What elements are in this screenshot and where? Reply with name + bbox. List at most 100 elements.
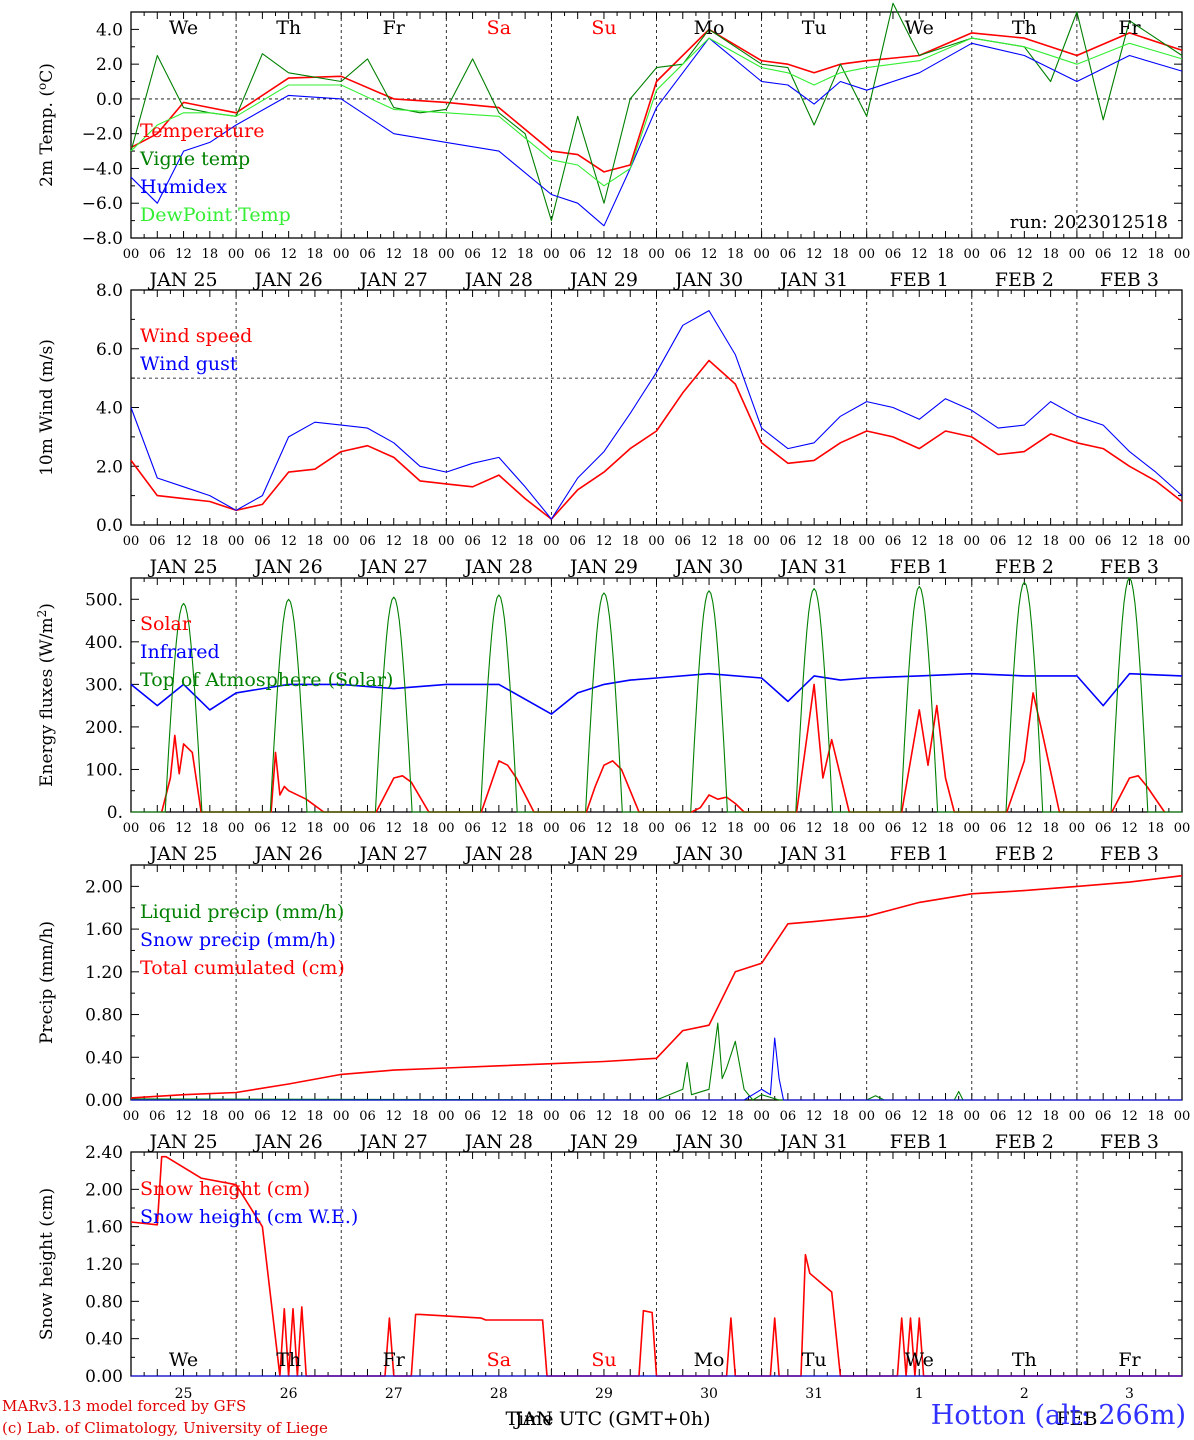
x-date-label: JAN 31: [778, 843, 848, 865]
x-date-label: JAN 26: [253, 1131, 323, 1153]
y-tick-label: −6.0: [82, 194, 123, 214]
x-hour-label: 06: [149, 821, 166, 836]
day-number-label: 26: [280, 1386, 298, 1402]
x-hour-label: 12: [280, 247, 297, 262]
x-hour-label: 00: [964, 247, 981, 262]
y-tick-label: 4.0: [96, 20, 123, 40]
x-hour-label: 00: [543, 247, 560, 262]
x-hour-label: 18: [727, 1109, 744, 1124]
credit-line-1: MARv3.13 model forced by GFS: [2, 1397, 247, 1415]
x-hour-label: 12: [175, 821, 192, 836]
x-date-label: JAN 26: [253, 556, 323, 578]
weekday-label-top: Mo: [694, 17, 725, 39]
x-hour-label: 12: [596, 821, 613, 836]
x-hour-label: 12: [175, 1109, 192, 1124]
x-hour-label: 18: [727, 821, 744, 836]
x-hour-label: 06: [464, 247, 481, 262]
y-tick-label: −8.0: [82, 229, 123, 249]
x-hour-label: 18: [307, 534, 324, 549]
station-label: Hotton (alt: 266m): [930, 1400, 1186, 1431]
x-hour-label: 12: [491, 821, 508, 836]
x-hour-label: 00: [1174, 1109, 1191, 1124]
y-tick-label: 0.80: [85, 1292, 123, 1312]
x-date-label: JAN 29: [568, 1131, 638, 1153]
weekday-label-bottom: Fr: [1118, 1349, 1141, 1371]
y-tick-label: 2.0: [96, 55, 123, 75]
x-date-label: JAN 30: [673, 843, 743, 865]
x-date-label: JAN 31: [778, 1131, 848, 1153]
x-hour-label: 12: [280, 534, 297, 549]
y-tick-label: 0.: [107, 803, 123, 823]
bottom-axis-month2: FEB: [1056, 1408, 1097, 1430]
x-hour-label: 00: [438, 247, 455, 262]
x-hour-label: 06: [569, 1109, 586, 1124]
series-solar: [160, 683, 1166, 813]
x-hour-label: 06: [780, 247, 797, 262]
day-number-label: 30: [700, 1386, 718, 1402]
x-hour-label: 18: [1147, 821, 1164, 836]
x-hour-label: 06: [1095, 821, 1112, 836]
series-dewpoint-temp: [130, 37, 1183, 187]
x-hour-label: 06: [1095, 1109, 1112, 1124]
x-hour-label: 06: [149, 1109, 166, 1124]
weekday-label-top: We: [169, 17, 198, 39]
x-hour-label: 06: [990, 821, 1007, 836]
x-hour-label: 18: [622, 247, 639, 262]
x-hour-label: 00: [1069, 534, 1086, 549]
y-axis-label: Snow height (cm): [37, 1188, 57, 1340]
x-hour-label: 00: [648, 821, 665, 836]
y-tick-label: 1.20: [85, 963, 123, 983]
x-hour-label: 06: [359, 534, 376, 549]
x-hour-label: 00: [858, 821, 875, 836]
x-hour-label: 00: [228, 534, 245, 549]
x-date-label: FEB 2: [995, 269, 1054, 291]
x-date-label: JAN 27: [358, 556, 428, 578]
x-hour-label: 00: [964, 1109, 981, 1124]
x-hour-label: 06: [464, 534, 481, 549]
x-hour-label: 18: [307, 821, 324, 836]
x-hour-label: 00: [543, 821, 560, 836]
x-hour-label: 18: [937, 821, 954, 836]
x-hour-label: 00: [1069, 821, 1086, 836]
x-hour-label: 18: [622, 534, 639, 549]
x-hour-label: 06: [359, 821, 376, 836]
x-hour-label: 00: [1069, 247, 1086, 262]
x-hour-label: 18: [937, 1109, 954, 1124]
x-hour-label: 18: [1147, 247, 1164, 262]
weekday-label-bottom: Th: [276, 1349, 301, 1371]
y-tick-label: 100.: [85, 760, 123, 780]
x-date-label: JAN 30: [673, 556, 743, 578]
day-number-label: 28: [490, 1386, 508, 1402]
series-top-of-atmosphere-solar-: [131, 577, 1182, 813]
x-hour-label: 12: [385, 1109, 402, 1124]
x-hour-label: 06: [254, 534, 271, 549]
x-hour-label: 18: [517, 1109, 534, 1124]
x-hour-label: 12: [596, 534, 613, 549]
x-hour-label: 18: [1147, 1109, 1164, 1124]
x-hour-label: 12: [280, 821, 297, 836]
x-hour-label: 00: [543, 534, 560, 549]
x-hour-label: 18: [202, 534, 219, 549]
x-hour-label: 00: [1174, 534, 1191, 549]
legend-entry: Liquid precip (mm/h): [140, 901, 344, 923]
x-hour-label: 12: [701, 821, 718, 836]
weekday-label-top: Tu: [802, 17, 827, 39]
y-tick-label: 400.: [85, 633, 123, 653]
x-date-label: JAN 27: [358, 843, 428, 865]
weekday-label-bottom: Th: [1012, 1349, 1037, 1371]
x-date-label: JAN 25: [147, 556, 217, 578]
x-hour-label: 06: [1095, 247, 1112, 262]
x-hour-label: 00: [753, 821, 770, 836]
y-tick-label: 2.40: [85, 1143, 123, 1163]
x-hour-label: 18: [202, 821, 219, 836]
x-hour-label: 06: [149, 247, 166, 262]
x-hour-label: 06: [359, 247, 376, 262]
x-date-label: JAN 30: [673, 1131, 743, 1153]
x-hour-label: 06: [464, 1109, 481, 1124]
x-hour-label: 00: [648, 534, 665, 549]
x-date-label: JAN 29: [568, 556, 638, 578]
x-hour-label: 06: [885, 821, 902, 836]
x-hour-label: 06: [885, 534, 902, 549]
x-hour-label: 12: [491, 1109, 508, 1124]
